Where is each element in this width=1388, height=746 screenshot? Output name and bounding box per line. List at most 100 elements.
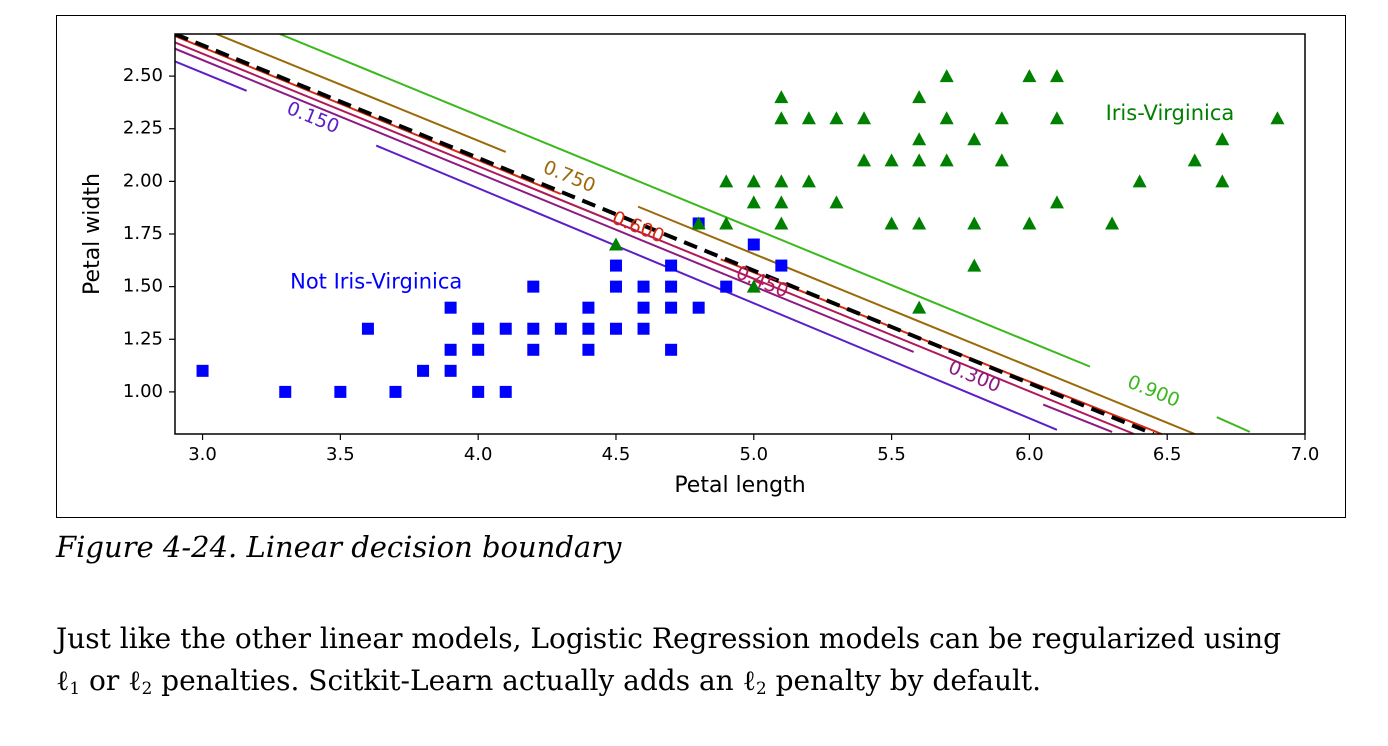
annotation-label: Not Iris-Virginica: [290, 269, 462, 293]
point-virginica: [939, 153, 954, 167]
point-not-virginica: [554, 322, 567, 335]
point-not-virginica: [665, 301, 678, 314]
point-not-virginica: [361, 322, 374, 335]
point-virginica: [1270, 111, 1285, 125]
point-virginica: [1215, 174, 1230, 188]
ell-symbol: ℓ: [742, 664, 757, 697]
x-tick-label: 7.0: [1291, 444, 1320, 465]
figure-caption: Figure 4-24. Linear decision boundary: [56, 530, 622, 564]
point-not-virginica: [665, 343, 678, 356]
point-virginica: [912, 132, 927, 146]
point-virginica: [774, 90, 789, 104]
x-tick-label: 3.0: [188, 444, 217, 465]
point-virginica: [774, 174, 789, 188]
point-not-virginica: [472, 322, 485, 335]
point-not-virginica: [775, 259, 788, 272]
point-virginica: [774, 195, 789, 209]
point-virginica: [857, 111, 872, 125]
body-paragraph: Just like the other linear models, Logis…: [56, 618, 1356, 702]
subscript-1: 1: [69, 678, 81, 699]
point-not-virginica: [720, 280, 733, 293]
y-tick-label: 1.50: [123, 276, 163, 297]
y-axis-label: Petal width: [80, 173, 105, 295]
x-tick-label: 4.5: [602, 444, 631, 465]
y-tick-label: 2.25: [123, 118, 163, 139]
point-virginica: [1022, 216, 1037, 230]
point-virginica: [801, 174, 816, 188]
point-virginica: [1132, 174, 1147, 188]
point-virginica: [774, 111, 789, 125]
ell-symbol: ℓ: [128, 664, 142, 697]
y-tick-label: 1.75: [123, 223, 163, 244]
point-virginica: [774, 216, 789, 230]
point-virginica: [719, 174, 734, 188]
point-not-virginica: [527, 343, 540, 356]
decision-boundary-line: [175, 34, 1155, 434]
x-tick-label: 3.5: [326, 444, 355, 465]
subscript-2: 2: [141, 678, 153, 699]
x-axis-label: Petal length: [674, 473, 805, 498]
point-not-virginica: [582, 301, 595, 314]
point-virginica: [746, 195, 761, 209]
x-tick-label: 6.5: [1153, 444, 1182, 465]
point-not-virginica: [527, 322, 540, 335]
point-not-virginica: [609, 259, 622, 272]
point-not-virginica: [637, 301, 650, 314]
point-not-virginica: [472, 385, 485, 398]
y-tick-label: 1.00: [123, 381, 163, 402]
x-tick-label: 4.0: [464, 444, 493, 465]
figure-frame: 0.150 0.300 0.450 0.600 0.750 0.900 Not Iris-V…: [56, 15, 1346, 518]
contour-line-0.900: [279, 34, 1091, 368]
text-default: penalty by default.: [766, 664, 1042, 697]
point-not-virginica: [747, 238, 760, 251]
point-not-virginica: [609, 322, 622, 335]
text-penalties: penalties. Scitkit-Learn actually adds a…: [152, 664, 743, 697]
text-or: or: [80, 664, 129, 697]
point-virginica: [967, 132, 982, 146]
point-not-virginica: [444, 301, 457, 314]
point-virginica: [746, 174, 761, 188]
point-not-virginica: [637, 280, 650, 293]
point-not-virginica: [665, 280, 678, 293]
subscript-2: 2: [756, 678, 767, 699]
point-virginica: [1187, 153, 1202, 167]
point-virginica: [884, 216, 899, 230]
point-virginica: [1049, 195, 1064, 209]
point-virginica: [829, 195, 844, 209]
paragraph-line-2: ℓ1 or ℓ2 penalties. Scitkit-Learn actual…: [56, 660, 1356, 702]
paragraph-line-1: Just like the other linear models, Logis…: [56, 622, 1282, 655]
point-not-virginica: [582, 322, 595, 335]
point-virginica: [1049, 111, 1064, 125]
point-not-virginica: [499, 385, 512, 398]
point-not-virginica: [444, 343, 457, 356]
point-virginica: [912, 153, 927, 167]
point-virginica: [912, 300, 927, 314]
y-tick-label: 1.25: [123, 328, 163, 349]
point-not-virginica: [665, 259, 678, 272]
y-tick-label: 2.50: [123, 65, 163, 86]
point-not-virginica: [582, 343, 595, 356]
y-tick-label: 2.00: [123, 170, 163, 191]
point-not-virginica: [279, 385, 292, 398]
point-not-virginica: [527, 280, 540, 293]
ell-symbol: ℓ: [56, 664, 70, 697]
point-virginica: [608, 237, 623, 251]
point-virginica: [801, 111, 816, 125]
point-virginica: [1105, 216, 1120, 230]
point-not-virginica: [499, 322, 512, 335]
contour-line-0.900: [1216, 416, 1251, 433]
point-virginica: [829, 111, 844, 125]
contour-label: 0.150: [284, 97, 343, 138]
point-not-virginica: [472, 343, 485, 356]
contour-label: 0.900: [1124, 371, 1183, 412]
point-not-virginica: [417, 364, 430, 377]
point-virginica: [746, 279, 761, 293]
contour-line-0.150: [175, 60, 248, 92]
point-virginica: [939, 111, 954, 125]
point-not-virginica: [196, 364, 209, 377]
point-virginica: [1215, 132, 1230, 146]
point-virginica: [691, 216, 706, 230]
contour-line-0.300: [175, 47, 915, 353]
contour-line-0.300: [1042, 403, 1113, 433]
point-not-virginica: [609, 280, 622, 293]
